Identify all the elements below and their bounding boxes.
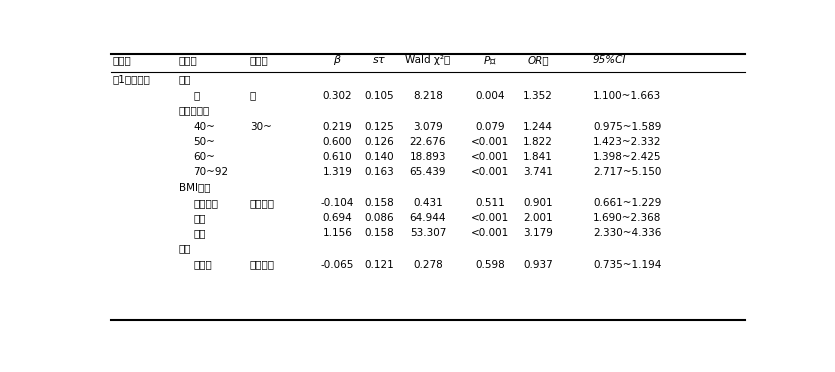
Text: 吸烟: 吸烟 [179,243,191,253]
Text: 0.126: 0.126 [365,137,394,147]
Text: 1.156: 1.156 [322,228,352,238]
Text: 0.694: 0.694 [322,213,352,223]
Text: 1.398~2.425: 1.398~2.425 [593,152,661,162]
Text: 0.661~1.229: 0.661~1.229 [593,198,661,208]
Text: 1.690~2.368: 1.690~2.368 [593,213,661,223]
Text: 0.511: 0.511 [475,198,505,208]
Text: <0.001: <0.001 [471,213,509,223]
Text: 2.717~5.150: 2.717~5.150 [593,167,661,177]
Text: OR值: OR值 [527,55,549,65]
Text: 0.937: 0.937 [523,260,553,270]
Text: 1.319: 1.319 [322,167,352,177]
Text: 已戒烟: 已戒烟 [193,260,212,270]
Text: 肥胖: 肥胖 [193,228,205,238]
Text: 击1和慢性病: 击1和慢性病 [112,74,150,84]
Text: -0.065: -0.065 [321,260,354,270]
Text: 0.158: 0.158 [365,198,394,208]
Text: 22.676: 22.676 [410,137,446,147]
Text: 30~: 30~ [250,122,272,132]
Text: 1.423~2.332: 1.423~2.332 [593,137,661,147]
Text: <0.001: <0.001 [471,167,509,177]
Text: 0.105: 0.105 [365,91,394,101]
Text: 性别: 性别 [179,74,191,84]
Text: 8.218: 8.218 [413,91,443,101]
Text: $s\tau$: $s\tau$ [372,55,387,65]
Text: -0.104: -0.104 [321,198,354,208]
Text: 0.158: 0.158 [365,228,394,238]
Text: 自变量: 自变量 [179,55,198,65]
Text: 64.944: 64.944 [410,213,446,223]
Text: 应变量: 应变量 [112,55,131,65]
Text: 1.100~1.663: 1.100~1.663 [593,91,661,101]
Text: 男: 男 [193,91,200,101]
Text: 0.004: 0.004 [475,91,505,101]
Text: 从不吸烟: 从不吸烟 [250,260,275,270]
Text: 2.001: 2.001 [524,213,553,223]
Text: Wald χ²值: Wald χ²值 [405,55,451,65]
Text: 0.610: 0.610 [322,152,352,162]
Text: 体重过低: 体重过低 [193,198,218,208]
Text: 1.352: 1.352 [523,91,553,101]
Text: 1.244: 1.244 [523,122,553,132]
Text: 1.822: 1.822 [523,137,553,147]
Text: $\beta$: $\beta$ [333,54,342,67]
Text: 0.163: 0.163 [365,167,394,177]
Text: 0.125: 0.125 [365,122,394,132]
Text: 0.600: 0.600 [322,137,352,147]
Text: 95%CI: 95%CI [593,55,626,65]
Text: 0.975~1.589: 0.975~1.589 [593,122,661,132]
Text: 女: 女 [250,91,256,101]
Text: 0.121: 0.121 [365,260,394,270]
Text: 参照组: 参照组 [250,55,269,65]
Text: 60~: 60~ [193,152,215,162]
Text: 53.307: 53.307 [410,228,446,238]
Text: 3.179: 3.179 [523,228,553,238]
Text: 0.431: 0.431 [413,198,443,208]
Text: 3.741: 3.741 [523,167,553,177]
Text: 0.735~1.194: 0.735~1.194 [593,260,661,270]
Text: 1.841: 1.841 [523,152,553,162]
Text: 超重: 超重 [193,213,205,223]
Text: 0.079: 0.079 [475,122,505,132]
Text: 0.302: 0.302 [322,91,352,101]
Text: 体重正常: 体重正常 [250,198,275,208]
Text: <0.001: <0.001 [471,228,509,238]
Text: 0.219: 0.219 [322,122,352,132]
Text: <0.001: <0.001 [471,137,509,147]
Text: 65.439: 65.439 [410,167,446,177]
Text: $P$值: $P$值 [483,54,497,66]
Text: 2.330~4.336: 2.330~4.336 [593,228,661,238]
Text: 3.079: 3.079 [413,122,443,132]
Text: 0.140: 0.140 [365,152,394,162]
Text: 年龄（岁）: 年龄（岁） [179,106,210,116]
Text: 0.278: 0.278 [413,260,443,270]
Text: 40~: 40~ [193,122,215,132]
Text: 70~92: 70~92 [193,167,228,177]
Text: <0.001: <0.001 [471,152,509,162]
Text: 0.086: 0.086 [365,213,394,223]
Text: 18.893: 18.893 [410,152,446,162]
Text: BMI分类: BMI分类 [179,182,210,192]
Text: 50~: 50~ [193,137,215,147]
Text: 0.598: 0.598 [475,260,505,270]
Text: 0.901: 0.901 [524,198,553,208]
